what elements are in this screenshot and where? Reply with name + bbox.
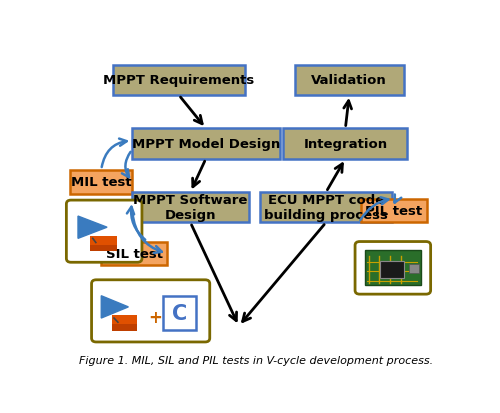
FancyBboxPatch shape xyxy=(132,129,280,159)
FancyBboxPatch shape xyxy=(90,245,117,252)
Text: +: + xyxy=(148,309,162,326)
Text: Figure 1. MIL, SIL and PIL tests in V-cycle development process.: Figure 1. MIL, SIL and PIL tests in V-cy… xyxy=(79,356,434,366)
Text: C: C xyxy=(172,304,188,323)
FancyBboxPatch shape xyxy=(112,325,137,331)
Text: SIL test: SIL test xyxy=(106,247,162,260)
FancyBboxPatch shape xyxy=(90,236,117,252)
FancyBboxPatch shape xyxy=(284,129,408,159)
FancyBboxPatch shape xyxy=(113,66,244,96)
FancyBboxPatch shape xyxy=(361,199,427,223)
FancyBboxPatch shape xyxy=(112,316,137,331)
FancyBboxPatch shape xyxy=(132,192,248,223)
FancyBboxPatch shape xyxy=(66,201,142,263)
FancyBboxPatch shape xyxy=(380,261,404,278)
FancyBboxPatch shape xyxy=(410,264,419,274)
Text: MPPT Requirements: MPPT Requirements xyxy=(103,74,255,87)
FancyBboxPatch shape xyxy=(70,171,132,194)
Polygon shape xyxy=(101,296,128,318)
Polygon shape xyxy=(78,216,107,239)
FancyBboxPatch shape xyxy=(295,66,404,96)
Text: MPPT Software
Design: MPPT Software Design xyxy=(133,194,248,222)
Text: Validation: Validation xyxy=(312,74,387,87)
Text: Integration: Integration xyxy=(304,138,388,151)
FancyBboxPatch shape xyxy=(101,242,167,266)
FancyBboxPatch shape xyxy=(163,297,196,330)
Text: MIL test: MIL test xyxy=(71,176,132,189)
FancyBboxPatch shape xyxy=(260,192,392,223)
Text: MPPT Model Design: MPPT Model Design xyxy=(132,138,280,151)
FancyBboxPatch shape xyxy=(92,280,210,342)
FancyBboxPatch shape xyxy=(365,251,421,285)
Text: ECU MPPT code
building process: ECU MPPT code building process xyxy=(264,194,388,222)
Text: PIL test: PIL test xyxy=(365,204,422,217)
FancyBboxPatch shape xyxy=(355,242,430,294)
